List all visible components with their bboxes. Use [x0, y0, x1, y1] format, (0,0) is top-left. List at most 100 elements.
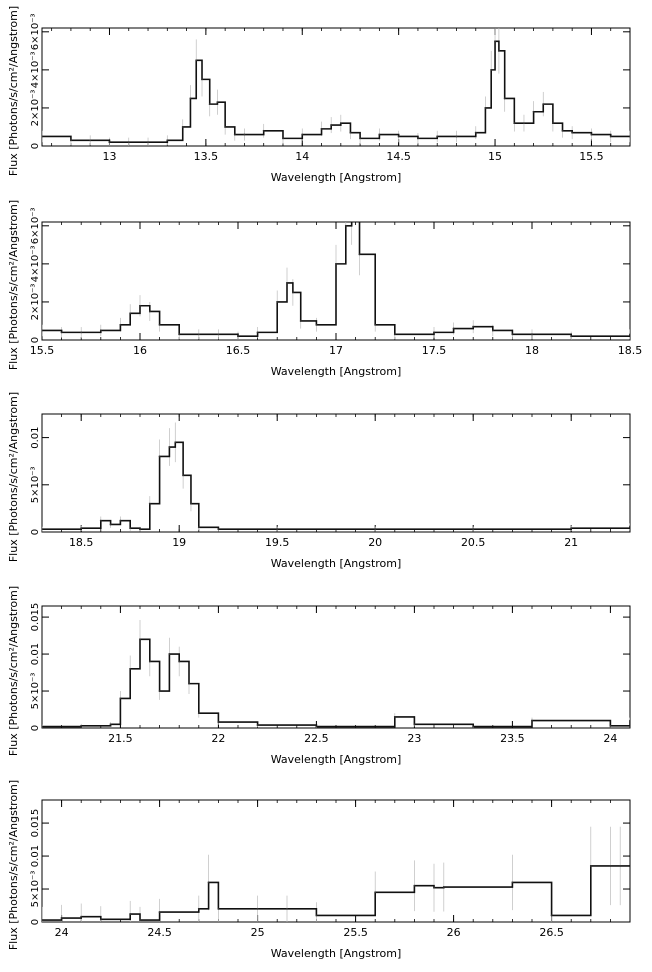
- data-point: [178, 333, 181, 336]
- data-point: [158, 911, 161, 914]
- data-point: [60, 917, 63, 919]
- data-point: [551, 122, 554, 125]
- y-tick-label: 0: [30, 529, 41, 535]
- x-tick-label: 22: [211, 732, 225, 745]
- data-point: [532, 110, 535, 113]
- data-point: [139, 919, 141, 921]
- data-point: [119, 323, 122, 326]
- data-point: [531, 333, 533, 336]
- data-point: [374, 891, 377, 894]
- data-point: [148, 502, 151, 505]
- x-tick-label: 19.5: [265, 536, 290, 549]
- data-point: [433, 886, 435, 889]
- y-tick-label: 0: [30, 725, 41, 731]
- data-point: [139, 304, 141, 307]
- y-tick-label: 6×10⁻³: [30, 207, 41, 244]
- x-axis-label: Wavelength [Angstrom]: [271, 365, 402, 378]
- data-point: [89, 139, 92, 142]
- x-tick-label: 26.5: [539, 926, 564, 939]
- y-tick-label: 2×10⁻³: [30, 90, 41, 127]
- data-point: [351, 215, 353, 217]
- x-tick-label: 22.5: [304, 732, 329, 745]
- data-point: [119, 519, 122, 522]
- x-tick-label: 23.5: [500, 732, 525, 745]
- y-axis-label: Flux [Photons/s/cm²/Angstrom]: [7, 200, 20, 370]
- data-point: [109, 723, 112, 726]
- data-point: [358, 253, 361, 256]
- data-point: [99, 329, 102, 332]
- data-point: [494, 40, 496, 43]
- data-point: [413, 884, 416, 887]
- data-point: [315, 725, 318, 728]
- data-point: [182, 474, 185, 477]
- data-point: [629, 135, 630, 138]
- data-point: [378, 133, 381, 136]
- y-tick-label: 0.01: [30, 845, 41, 867]
- data-point: [208, 103, 211, 106]
- data-point: [417, 137, 419, 140]
- data-point: [80, 724, 83, 727]
- data-point: [286, 282, 288, 284]
- data-point: [256, 907, 259, 910]
- y-tick-label: 5×10⁻³: [30, 871, 41, 908]
- series-group: [42, 422, 630, 532]
- x-tick-label: 21.5: [108, 732, 133, 745]
- y-axis-label: Flux [Photons/s/cm²/Angstrom]: [7, 586, 20, 756]
- data-point: [484, 107, 487, 109]
- x-tick-label: 23: [407, 732, 421, 745]
- data-point: [243, 133, 246, 136]
- data-point: [233, 133, 236, 136]
- y-tick-label: 5×10⁻³: [30, 673, 41, 710]
- x-tick-label: 26: [447, 926, 461, 939]
- data-point: [472, 528, 475, 531]
- data-point: [291, 291, 294, 294]
- chart-panel-4: 21.5 22 22.5 23 23.5 24 0 5×10⁻³ 0.01 0.015 Wavele…: [7, 586, 631, 766]
- data-point: [344, 224, 347, 227]
- data-point: [181, 126, 184, 128]
- data-point: [474, 131, 477, 134]
- data-point: [315, 323, 318, 326]
- data-point: [374, 323, 377, 326]
- data-point: [166, 139, 169, 142]
- x-axis-label: Wavelength [Angstrom]: [271, 171, 402, 184]
- data-point: [195, 59, 198, 62]
- data-point: [349, 131, 352, 134]
- y-tick-label: 2×10⁻³: [30, 284, 41, 321]
- data-point: [472, 325, 475, 328]
- chart-panel-2: 15.5 16 16.5 17 17.5 18 18.5 0 2×10⁻³ 4×10⁻³6×10⁻…: [7, 200, 642, 378]
- x-tick-label: 15.5: [30, 344, 55, 357]
- data-point: [262, 129, 265, 132]
- series-group: [42, 215, 630, 340]
- data-point: [139, 638, 141, 641]
- data-point: [201, 78, 203, 81]
- flux-series-line: [42, 441, 630, 530]
- x-tick-label: 17: [329, 344, 343, 357]
- chart-panel-5: 24 24.5 25 25.5 26 26.5 0 5×10⁻³ 0.01 0.015 Wavele…: [7, 780, 631, 960]
- x-axis-label: Wavelength [Angstrom]: [271, 753, 402, 766]
- data-point: [276, 528, 279, 531]
- data-point: [629, 333, 630, 336]
- y-tick-label: 0: [30, 143, 41, 149]
- data-point: [70, 139, 72, 142]
- data-point: [455, 135, 458, 138]
- data-point: [570, 335, 573, 338]
- x-tick-label: 19: [172, 536, 186, 549]
- x-tick-label: 13: [102, 150, 116, 163]
- data-point: [503, 97, 506, 100]
- data-point: [129, 527, 132, 530]
- data-point: [609, 865, 612, 867]
- data-point: [108, 141, 111, 144]
- data-point: [276, 301, 279, 303]
- data-point: [330, 124, 333, 126]
- y-axis-label: Flux [Photons/s/cm²/Angstrom]: [7, 392, 20, 562]
- x-tick-label: 16.5: [226, 344, 251, 357]
- data-point: [197, 333, 200, 336]
- data-point: [282, 137, 284, 140]
- data-point: [217, 721, 220, 723]
- data-point: [513, 122, 516, 125]
- data-point: [442, 886, 445, 888]
- flux-series-line: [42, 222, 630, 337]
- data-point: [335, 262, 337, 265]
- x-tick-label: 25.5: [343, 926, 368, 939]
- data-point: [237, 335, 239, 338]
